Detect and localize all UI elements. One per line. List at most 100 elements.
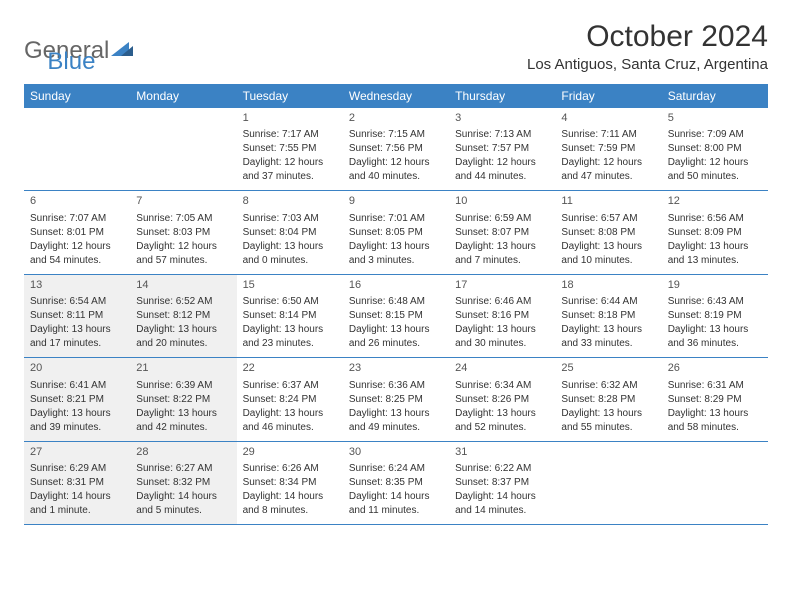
- logo: General Blue: [24, 26, 95, 76]
- calendar-cell: 30Sunrise: 6:24 AMSunset: 8:35 PMDayligh…: [343, 442, 449, 524]
- cell-info-line: Sunrise: 7:15 AM: [349, 128, 443, 142]
- cell-info-line: Sunrise: 6:46 AM: [455, 295, 549, 309]
- cell-info-line: Daylight: 13 hours and 3 minutes.: [349, 240, 443, 268]
- cell-info-line: Sunrise: 6:59 AM: [455, 212, 549, 226]
- calendar-cell: 18Sunrise: 6:44 AMSunset: 8:18 PMDayligh…: [555, 275, 661, 357]
- cell-info-line: Sunset: 8:05 PM: [349, 226, 443, 240]
- cell-info-line: Daylight: 13 hours and 52 minutes.: [455, 407, 549, 435]
- day-header: Sunday: [24, 84, 130, 108]
- cell-info-line: Sunrise: 7:01 AM: [349, 212, 443, 226]
- cell-info-line: Sunset: 8:18 PM: [561, 309, 655, 323]
- calendar-cell: 5Sunrise: 7:09 AMSunset: 8:00 PMDaylight…: [662, 108, 768, 190]
- cell-info-line: Sunset: 8:09 PM: [668, 226, 762, 240]
- cell-info-line: Daylight: 14 hours and 5 minutes.: [136, 490, 230, 518]
- cell-info-line: Sunrise: 6:52 AM: [136, 295, 230, 309]
- calendar-cell: 15Sunrise: 6:50 AMSunset: 8:14 PMDayligh…: [237, 275, 343, 357]
- day-header: Friday: [555, 84, 661, 108]
- day-number: 1: [243, 111, 337, 126]
- cell-info-line: Sunrise: 7:11 AM: [561, 128, 655, 142]
- cell-info-line: Sunset: 8:00 PM: [668, 142, 762, 156]
- cell-info-line: Sunset: 8:32 PM: [136, 476, 230, 490]
- cell-info-line: Sunset: 8:28 PM: [561, 393, 655, 407]
- calendar-cell: 24Sunrise: 6:34 AMSunset: 8:26 PMDayligh…: [449, 358, 555, 440]
- calendar-cell: 23 Sunrise: 6:36 AMSunset: 8:25 PMDayligh…: [343, 358, 449, 440]
- day-number: 4: [561, 111, 655, 126]
- cell-info-line: Daylight: 13 hours and 46 minutes.: [243, 407, 337, 435]
- calendar-cell: 21Sunrise: 6:39 AMSunset: 8:22 PMDayligh…: [130, 358, 236, 440]
- cell-info-line: Sunrise: 7:13 AM: [455, 128, 549, 142]
- day-header: Wednesday: [343, 84, 449, 108]
- cell-info-line: Daylight: 13 hours and 39 minutes.: [30, 407, 124, 435]
- cell-info-line: Daylight: 13 hours and 33 minutes.: [561, 323, 655, 351]
- calendar-cell: 6Sunrise: 7:07 AMSunset: 8:01 PMDaylight…: [24, 191, 130, 273]
- cell-info-line: Daylight: 13 hours and 13 minutes.: [668, 240, 762, 268]
- cell-info-line: Daylight: 13 hours and 30 minutes.: [455, 323, 549, 351]
- calendar-cell: 19Sunrise: 6:43 AMSunset: 8:19 PMDayligh…: [662, 275, 768, 357]
- cell-info-line: Sunset: 8:04 PM: [243, 226, 337, 240]
- cell-info-line: Daylight: 12 hours and 50 minutes.: [668, 156, 762, 184]
- day-header: Monday: [130, 84, 236, 108]
- calendar: SundayMondayTuesdayWednesdayThursdayFrid…: [24, 84, 768, 525]
- week-row: 6Sunrise: 7:07 AMSunset: 8:01 PMDaylight…: [24, 191, 768, 274]
- cell-info-line: Sunrise: 7:03 AM: [243, 212, 337, 226]
- calendar-cell: 9Sunrise: 7:01 AMSunset: 8:05 PMDaylight…: [343, 191, 449, 273]
- cell-info-line: Daylight: 13 hours and 23 minutes.: [243, 323, 337, 351]
- cell-info-line: Daylight: 12 hours and 37 minutes.: [243, 156, 337, 184]
- cell-info-line: Daylight: 12 hours and 54 minutes.: [30, 240, 124, 268]
- day-number: 20: [30, 361, 124, 376]
- cell-info-line: Daylight: 14 hours and 14 minutes.: [455, 490, 549, 518]
- cell-info-line: Sunrise: 6:44 AM: [561, 295, 655, 309]
- calendar-cell: 3Sunrise: 7:13 AMSunset: 7:57 PMDaylight…: [449, 108, 555, 190]
- calendar-cell: 7Sunrise: 7:05 AMSunset: 8:03 PMDaylight…: [130, 191, 236, 273]
- logo-text-blue: Blue: [47, 48, 95, 76]
- cell-info-line: Sunset: 8:31 PM: [30, 476, 124, 490]
- day-number: 12: [668, 194, 762, 209]
- cell-info-line: Sunset: 8:03 PM: [136, 226, 230, 240]
- cell-info-line: Daylight: 13 hours and 49 minutes.: [349, 407, 443, 435]
- cell-info-line: Sunset: 7:57 PM: [455, 142, 549, 156]
- day-number: 10: [455, 194, 549, 209]
- day-number: 14: [136, 278, 230, 293]
- day-number: 30: [349, 445, 443, 460]
- cell-info-line: Sunset: 8:35 PM: [349, 476, 443, 490]
- cell-info-line: Sunset: 8:07 PM: [455, 226, 549, 240]
- calendar-cell: [555, 442, 661, 524]
- cell-info-line: Daylight: 12 hours and 57 minutes.: [136, 240, 230, 268]
- cell-info-line: Sunrise: 6:41 AM: [30, 379, 124, 393]
- day-number: 25: [561, 361, 655, 376]
- calendar-cell: 17Sunrise: 6:46 AMSunset: 8:16 PMDayligh…: [449, 275, 555, 357]
- cell-info-line: Sunset: 8:29 PM: [668, 393, 762, 407]
- day-number: 2: [349, 111, 443, 126]
- cell-info-line: Sunrise: 6:39 AM: [136, 379, 230, 393]
- cell-info-line: Sunrise: 6:48 AM: [349, 295, 443, 309]
- day-number: 23: [349, 361, 443, 376]
- cell-info-line: Sunset: 8:15 PM: [349, 309, 443, 323]
- cell-info-line: Daylight: 13 hours and 0 minutes.: [243, 240, 337, 268]
- cell-info-line: Sunset: 8:25 PM: [349, 393, 443, 407]
- cell-info-line: Sunset: 8:01 PM: [30, 226, 124, 240]
- location: Los Antiguos, Santa Cruz, Argentina: [527, 56, 768, 73]
- cell-info-line: Sunrise: 6:27 AM: [136, 462, 230, 476]
- cell-info-line: Sunset: 8:24 PM: [243, 393, 337, 407]
- day-header: Tuesday: [237, 84, 343, 108]
- cell-info-line: Daylight: 13 hours and 55 minutes.: [561, 407, 655, 435]
- cell-info-line: Daylight: 14 hours and 11 minutes.: [349, 490, 443, 518]
- cell-info-line: Sunrise: 7:17 AM: [243, 128, 337, 142]
- day-number: 15: [243, 278, 337, 293]
- calendar-cell: [130, 108, 236, 190]
- calendar-cell: 31Sunrise: 6:22 AMSunset: 8:37 PMDayligh…: [449, 442, 555, 524]
- day-number: 24: [455, 361, 549, 376]
- day-number: 27: [30, 445, 124, 460]
- cell-info-line: Daylight: 13 hours and 10 minutes.: [561, 240, 655, 268]
- cell-info-line: Sunrise: 6:57 AM: [561, 212, 655, 226]
- day-number: 13: [30, 278, 124, 293]
- cell-info-line: Daylight: 14 hours and 8 minutes.: [243, 490, 337, 518]
- cell-info-line: Sunrise: 6:36 AM: [349, 379, 443, 393]
- day-number: 11: [561, 194, 655, 209]
- day-number: 19: [668, 278, 762, 293]
- day-number: 29: [243, 445, 337, 460]
- calendar-cell: 4Sunrise: 7:11 AMSunset: 7:59 PMDaylight…: [555, 108, 661, 190]
- cell-info-line: Sunrise: 7:09 AM: [668, 128, 762, 142]
- cell-info-line: Daylight: 13 hours and 36 minutes.: [668, 323, 762, 351]
- calendar-cell: 11Sunrise: 6:57 AMSunset: 8:08 PMDayligh…: [555, 191, 661, 273]
